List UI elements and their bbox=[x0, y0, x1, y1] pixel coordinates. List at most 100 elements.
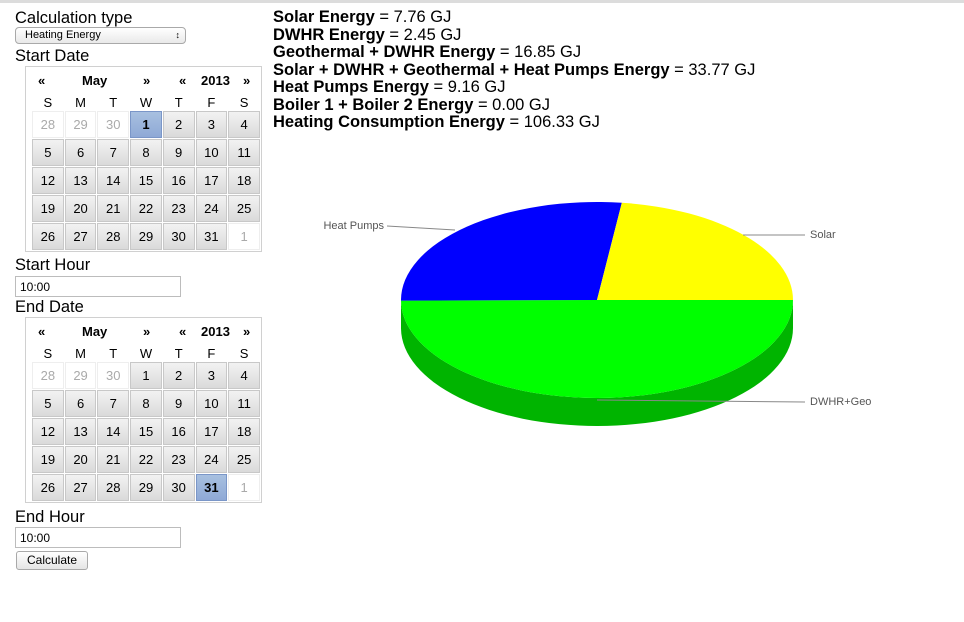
calendar-day[interactable]: 3 bbox=[195, 362, 228, 389]
calendar-day[interactable]: 6 bbox=[64, 139, 97, 166]
calendar-day[interactable]: 23 bbox=[162, 446, 195, 473]
prev-year-button[interactable]: « bbox=[179, 324, 187, 339]
calendar-day-other-month[interactable]: 29 bbox=[64, 111, 97, 138]
calendar-day[interactable]: 20 bbox=[64, 446, 97, 473]
pie-slice bbox=[597, 202, 793, 300]
calendar-day-other-month[interactable]: 28 bbox=[32, 362, 64, 389]
calendar-day[interactable]: 28 bbox=[97, 474, 130, 501]
prev-month-button[interactable]: « bbox=[38, 324, 46, 339]
calendar-day[interactable]: 23 bbox=[162, 195, 195, 222]
calendar-day[interactable]: 15 bbox=[130, 167, 162, 194]
calendar-day[interactable]: 15 bbox=[130, 418, 162, 445]
calendar-day[interactable]: 17 bbox=[195, 418, 228, 445]
calendar-day[interactable]: 17 bbox=[195, 167, 228, 194]
start-hour-label: Start Hour bbox=[15, 256, 91, 274]
pie-slice-label: Heat Pumps bbox=[323, 220, 384, 232]
end-hour-label: End Hour bbox=[15, 508, 85, 526]
calendar-day[interactable]: 30 bbox=[162, 223, 195, 250]
calendar-day[interactable]: 4 bbox=[228, 111, 260, 138]
calendar-day-other-month[interactable]: 1 bbox=[228, 223, 260, 250]
calendar-day[interactable]: 14 bbox=[97, 167, 130, 194]
calendar-day[interactable]: 7 bbox=[97, 390, 130, 417]
calendar-day[interactable]: 10 bbox=[195, 390, 228, 417]
result-value: = 16.85 GJ bbox=[495, 43, 582, 61]
calendar-day[interactable]: 31 bbox=[195, 223, 228, 250]
calendar-day[interactable]: 21 bbox=[97, 446, 130, 473]
calendar-day-other-month[interactable]: 30 bbox=[97, 111, 130, 138]
calendar-day[interactable]: 9 bbox=[162, 139, 195, 166]
calendar-day[interactable]: 8 bbox=[130, 139, 162, 166]
top-border bbox=[0, 0, 964, 3]
calendar-day[interactable]: 20 bbox=[64, 195, 97, 222]
calendar-day[interactable]: 13 bbox=[64, 418, 97, 445]
calendar-day-selected[interactable]: 31 bbox=[195, 474, 228, 501]
calendar-day[interactable]: 1 bbox=[130, 362, 162, 389]
calendar-day[interactable]: 9 bbox=[162, 390, 195, 417]
calculation-type-select[interactable]: Heating Energy ↕ bbox=[15, 27, 186, 44]
calendar-day[interactable]: 19 bbox=[32, 195, 64, 222]
select-arrows-icon: ↕ bbox=[175, 30, 181, 40]
next-month-button[interactable]: » bbox=[143, 73, 151, 88]
calendar-day[interactable]: 19 bbox=[32, 446, 64, 473]
calendar-day[interactable]: 8 bbox=[130, 390, 162, 417]
next-year-button[interactable]: » bbox=[243, 324, 251, 339]
prev-month-button[interactable]: « bbox=[38, 73, 46, 88]
calendar-day[interactable]: 6 bbox=[64, 390, 97, 417]
calendar-day[interactable]: 21 bbox=[97, 195, 130, 222]
calendar-day[interactable]: 26 bbox=[32, 474, 64, 501]
calendar-day-selected[interactable]: 1 bbox=[130, 111, 162, 138]
calendar-day[interactable]: 18 bbox=[228, 167, 260, 194]
calendar-day[interactable]: 12 bbox=[32, 167, 64, 194]
calendar-day[interactable]: 4 bbox=[228, 362, 260, 389]
result-name: Geothermal + DWHR Energy bbox=[273, 43, 496, 61]
next-month-button[interactable]: » bbox=[143, 324, 151, 339]
calendar-day[interactable]: 24 bbox=[195, 195, 228, 222]
calendar-day[interactable]: 25 bbox=[228, 195, 260, 222]
end-hour-input[interactable] bbox=[15, 527, 181, 548]
pie-slice-label: DWHR+Geo bbox=[810, 396, 871, 408]
calendar-day-other-month[interactable]: 1 bbox=[228, 474, 260, 501]
calendar-day[interactable]: 7 bbox=[97, 139, 130, 166]
calendar-day[interactable]: 5 bbox=[32, 139, 64, 166]
calendar-day[interactable]: 30 bbox=[162, 474, 195, 501]
calendar-day[interactable]: 22 bbox=[130, 446, 162, 473]
calendar-day[interactable]: 11 bbox=[228, 139, 260, 166]
calendar-day-other-month[interactable]: 28 bbox=[32, 111, 64, 138]
calendar-day-other-month[interactable]: 30 bbox=[97, 362, 130, 389]
calendar-day[interactable]: 27 bbox=[64, 474, 97, 501]
calendar-day[interactable]: 10 bbox=[195, 139, 228, 166]
results-panel: Solar Energy = 7.76 GJ DWHR Energy = 2.45… bbox=[273, 8, 755, 132]
calendar-day[interactable]: 16 bbox=[162, 167, 195, 194]
calendar-day[interactable]: 2 bbox=[162, 111, 195, 138]
calendar-day[interactable]: 14 bbox=[97, 418, 130, 445]
calendar-day[interactable]: 29 bbox=[130, 223, 162, 250]
calendar-day[interactable]: 28 bbox=[97, 223, 130, 250]
calendar-week-row: 19 20 21 22 23 24 25 bbox=[32, 446, 260, 473]
next-year-button[interactable]: » bbox=[243, 73, 251, 88]
calendar-day[interactable]: 3 bbox=[195, 111, 228, 138]
calendar-day[interactable]: 16 bbox=[162, 418, 195, 445]
calendar-week-row: 12 13 14 15 16 17 18 bbox=[32, 418, 260, 445]
calculate-button[interactable]: Calculate bbox=[16, 551, 88, 570]
prev-year-button[interactable]: « bbox=[179, 73, 187, 88]
calendar-day[interactable]: 25 bbox=[228, 446, 260, 473]
calendar-day[interactable]: 18 bbox=[228, 418, 260, 445]
calendar-day[interactable]: 24 bbox=[195, 446, 228, 473]
calendar-day[interactable]: 26 bbox=[32, 223, 64, 250]
calendar-day[interactable]: 27 bbox=[64, 223, 97, 250]
start-hour-input[interactable] bbox=[15, 276, 181, 297]
calendar-day[interactable]: 13 bbox=[64, 167, 97, 194]
calculation-type-label: Calculation type bbox=[15, 9, 133, 27]
calendar-day[interactable]: 22 bbox=[130, 195, 162, 222]
calendar-day-other-month[interactable]: 29 bbox=[64, 362, 97, 389]
calendar-day[interactable]: 11 bbox=[228, 390, 260, 417]
calendar-day[interactable]: 29 bbox=[130, 474, 162, 501]
result-name: Boiler 1 + Boiler 2 Energy bbox=[273, 95, 474, 114]
calendar-day[interactable]: 5 bbox=[32, 390, 64, 417]
start-date-label: Start Date bbox=[15, 47, 90, 65]
calendar-day[interactable]: 12 bbox=[32, 418, 64, 445]
calendar-day[interactable]: 2 bbox=[162, 362, 195, 389]
